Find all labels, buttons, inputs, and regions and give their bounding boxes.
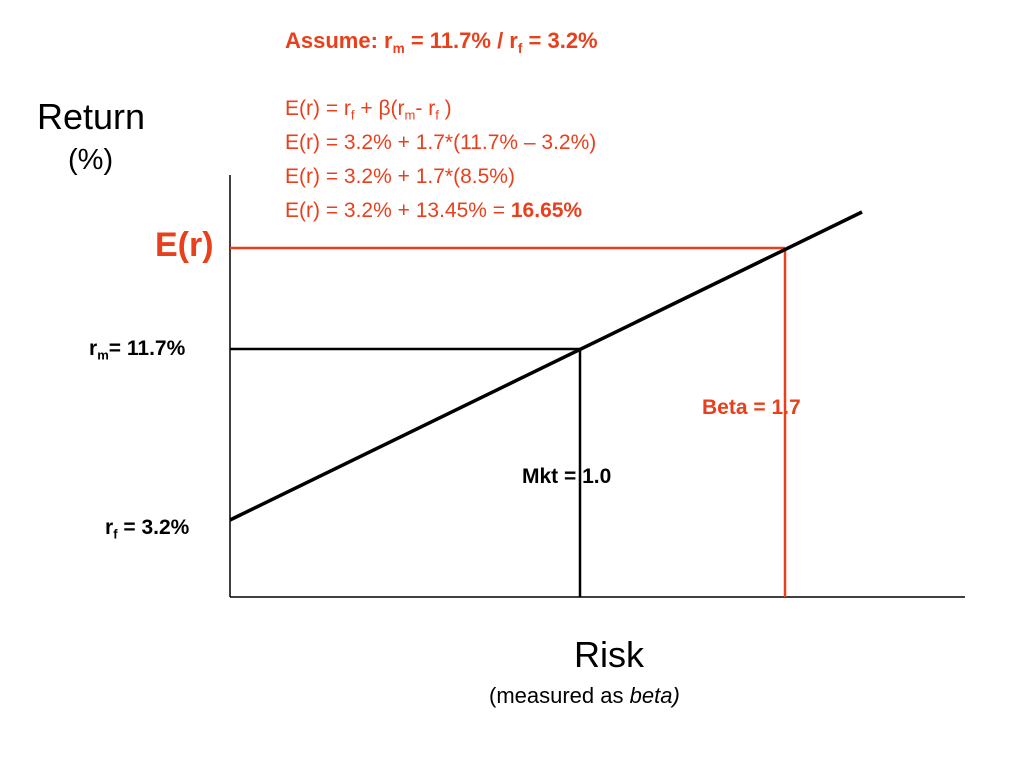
security-market-line bbox=[229, 210, 863, 522]
rm-r: r bbox=[89, 337, 98, 360]
eq1-f2-sub: f bbox=[435, 107, 439, 123]
x-axis-subtitle-plain: (measured as bbox=[489, 683, 630, 708]
eq1-c: - r bbox=[415, 97, 436, 120]
equation-line-2: E(r) = 3.2% + 1.7*(11.7% – 3.2%) bbox=[285, 131, 597, 154]
assume-m-sub: m bbox=[392, 40, 405, 56]
assume-f-sub: f bbox=[517, 40, 523, 56]
x-axis-title: Risk bbox=[574, 634, 644, 675]
y-axis-title: Return bbox=[37, 96, 146, 137]
rf-sub: f bbox=[113, 526, 118, 542]
rf-label: rf = 3.2% bbox=[105, 516, 190, 542]
eq4-result: 16.65% bbox=[510, 199, 583, 222]
assume-tail: = 3.2% bbox=[522, 28, 598, 53]
y-axis-unit: (%) bbox=[68, 144, 114, 176]
mkt-label: Mkt = 1.0 bbox=[522, 465, 612, 488]
eq1-b: + β(r bbox=[354, 97, 405, 120]
x-axis-subtitle-italic: beta) bbox=[629, 683, 680, 708]
assume-lead: Assume: r bbox=[285, 28, 393, 53]
equation-line-4: E(r) = 3.2% + 13.45% = 16.65% bbox=[285, 198, 582, 224]
eq1-m-sub: m bbox=[404, 107, 416, 123]
assume-line: Assume: rm = 11.7% / rf = 3.2% bbox=[285, 28, 598, 56]
equation-line-1: E(r) = rf + β(rm- rf ) bbox=[285, 96, 452, 122]
eq1-a: E(r) = r bbox=[285, 97, 351, 120]
rm-sub: m bbox=[97, 347, 109, 363]
assume-mid: = 11.7% / r bbox=[404, 28, 518, 53]
rm-rest: = 11.7% bbox=[108, 337, 186, 360]
eq1-d: ) bbox=[438, 97, 452, 120]
rf-rest: = 3.2% bbox=[117, 516, 190, 539]
beta-label: Beta = 1.7 bbox=[702, 396, 801, 419]
equation-line-3: E(r) = 3.2% + 1.7*(8.5%) bbox=[285, 165, 515, 188]
x-axis-subtitle: (measured as beta) bbox=[489, 683, 680, 709]
eq4-text: E(r) = 3.2% + 13.45% = bbox=[285, 199, 511, 222]
rm-label: rm= 11.7% bbox=[89, 337, 186, 363]
rf-r: r bbox=[105, 516, 114, 539]
er-label: E(r) bbox=[155, 226, 214, 264]
eq1-f-sub: f bbox=[350, 107, 355, 123]
